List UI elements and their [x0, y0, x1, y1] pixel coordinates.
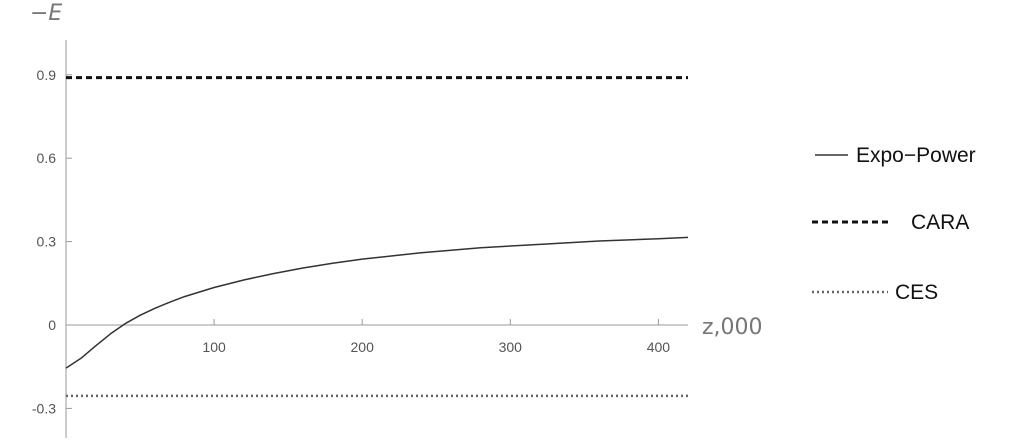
- x-axis-label: z,000: [702, 315, 763, 340]
- x-tick-label: 200: [351, 339, 375, 355]
- x-ticks: 100 200 300 400: [202, 319, 670, 355]
- x-tick-label: 100: [202, 339, 226, 355]
- series-layer: [65, 76, 689, 398]
- legend-label: CARA: [911, 211, 969, 234]
- legend-label: Expo−Power: [856, 144, 976, 167]
- y-tick-label: 0: [48, 317, 56, 333]
- y-tick-label: 0.6: [37, 150, 57, 166]
- y-axis-label: −E: [30, 1, 62, 26]
- y-tick-label: 0.3: [37, 234, 57, 250]
- legend: Expo−Power CARA CES: [812, 144, 976, 304]
- y-tick-label: 0.9: [37, 67, 57, 83]
- legend-label: CES: [895, 281, 938, 304]
- x-tick-label: 300: [499, 339, 523, 355]
- series-line-expo-power: [65, 236, 689, 369]
- y-ticks: -0.3 0 0.3 0.6 0.9: [32, 67, 72, 416]
- y-tick-label: -0.3: [32, 400, 56, 416]
- x-tick-label: 400: [647, 339, 671, 355]
